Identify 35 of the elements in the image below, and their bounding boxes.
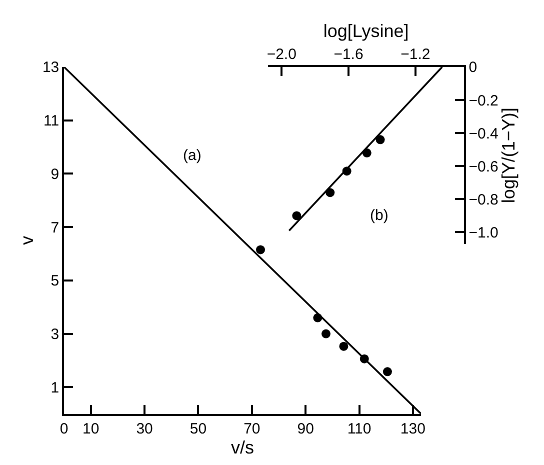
x-tick-label: 70 <box>244 420 260 438</box>
x-tick-label: −2.0 <box>266 46 296 64</box>
y-tick-label: 9 <box>50 166 60 183</box>
point <box>292 211 302 220</box>
y-tick-label: 0 <box>468 59 478 76</box>
x-tick-label: 50 <box>190 420 207 438</box>
point <box>382 367 392 376</box>
y-tick-label: −1.0 <box>468 224 498 242</box>
x-axis-title: v/s <box>231 438 254 458</box>
y-axis-title: log[Y/(1−Y)] <box>498 108 518 204</box>
x-tick-label: 30 <box>136 420 153 438</box>
point <box>376 135 385 144</box>
y-tick-label: 7 <box>50 219 60 236</box>
annotation: (b) <box>370 207 388 224</box>
x-axis-title: log[Lysine] <box>323 20 409 41</box>
y-tick-label: 11 <box>44 112 60 130</box>
y-tick-label: −0.4 <box>468 125 498 142</box>
y-axis-title: v <box>17 236 38 245</box>
x-tick-label: 90 <box>297 420 314 438</box>
annotation: (a) <box>183 147 202 164</box>
y-tick-label: 3 <box>50 326 60 344</box>
x-tick-label: 130 <box>400 420 426 438</box>
y-tick-label: −0.8 <box>468 191 498 208</box>
point <box>339 342 348 351</box>
x-tick-label: 10 <box>82 420 100 438</box>
y-tick-label: 1 <box>50 379 60 396</box>
x-tick-label: −1.6 <box>334 46 364 64</box>
x-tick-label: 110 <box>347 420 372 438</box>
point <box>321 329 330 338</box>
y-tick-label: 13 <box>42 59 60 76</box>
point <box>256 245 265 254</box>
y-tick-label: −0.2 <box>468 92 498 110</box>
y-tick-label: −0.6 <box>468 158 498 176</box>
y-tick-label: 5 <box>50 272 60 290</box>
x-tick-label: −1.2 <box>400 46 430 64</box>
